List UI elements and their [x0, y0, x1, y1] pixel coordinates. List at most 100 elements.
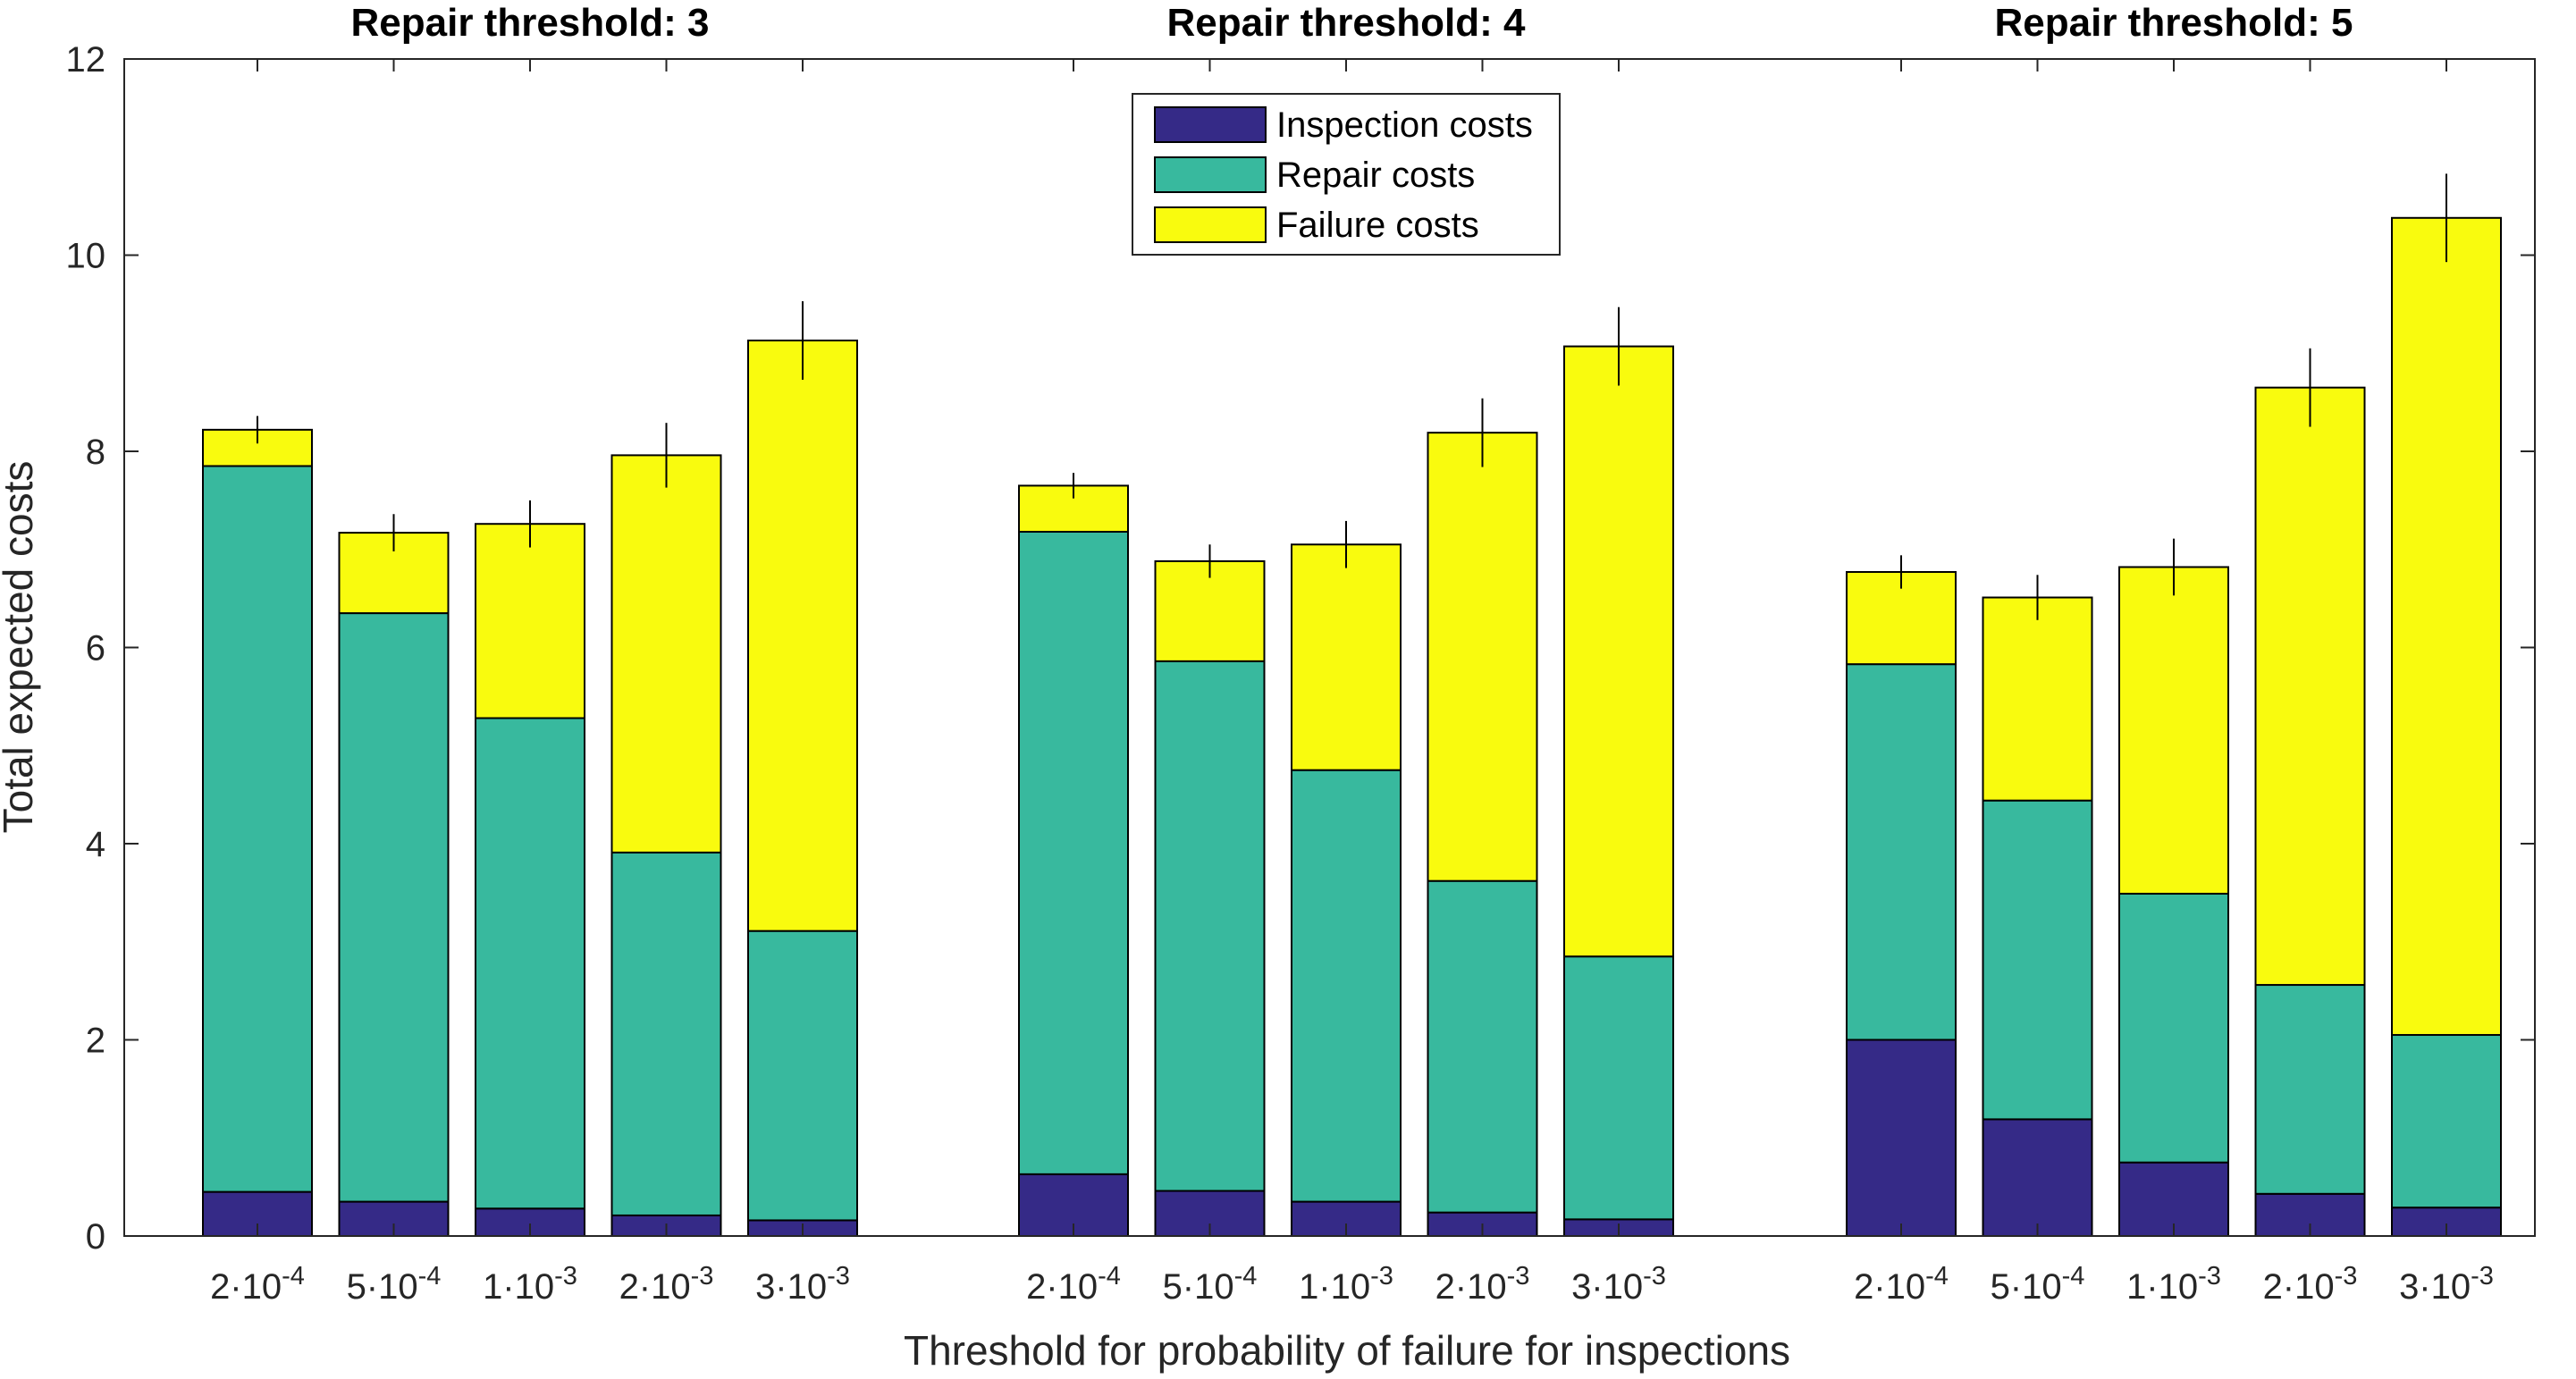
x-tick-label-base: 3·10: [1571, 1267, 1643, 1307]
x-tick-label-base: 1·10: [2126, 1267, 2198, 1307]
x-tick-label-base: 5·10: [1991, 1267, 2062, 1307]
bar-segment-repair: [1018, 530, 1129, 1175]
bars-layer: [202, 216, 2502, 1238]
bar-segment-repair: [1846, 663, 1957, 1041]
x-tick-label: 5·10-4: [1991, 1262, 2085, 1307]
y-tick-label: 12: [66, 40, 106, 80]
y-tick-label: 0: [86, 1217, 105, 1257]
bar-segment-repair: [610, 851, 722, 1216]
x-tick-label: 5·10-4: [347, 1262, 442, 1307]
legend-swatch: [1154, 156, 1267, 193]
group-title: Repair threshold: 5: [1995, 1, 2353, 45]
y-tick-label: 6: [86, 629, 105, 668]
bar-segment-failure: [475, 523, 585, 719]
x-tick-label: 2·10-3: [2263, 1262, 2358, 1307]
y-tick-label: 2: [86, 1022, 105, 1061]
x-tick-label-base: 2·10: [1435, 1267, 1507, 1307]
bar-segment-inspection: [1982, 1118, 2093, 1237]
x-tick-label-exponent: -4: [1098, 1262, 1121, 1291]
x-tick-label-base: 2·10: [619, 1267, 691, 1307]
x-tick-label-exponent: -3: [2471, 1262, 2494, 1291]
bar-segment-repair: [1563, 955, 1674, 1221]
bar-segment-inspection: [1846, 1038, 1957, 1237]
y-tick-label: 8: [86, 433, 105, 472]
legend-label: Failure costs: [1276, 206, 1479, 245]
bar-segment-failure: [338, 532, 450, 615]
x-tick-label-base: 3·10: [755, 1267, 827, 1307]
x-tick-label-base: 1·10: [1299, 1267, 1370, 1307]
x-tick-label-exponent: -3: [2198, 1262, 2221, 1291]
legend-swatch: [1154, 106, 1267, 143]
bar-segment-repair: [2118, 892, 2229, 1164]
y-tick-label: 10: [66, 237, 106, 276]
bar-segment-failure: [747, 339, 858, 932]
bar-segment-repair: [1982, 799, 2093, 1121]
x-tick-label-base: 5·10: [347, 1267, 418, 1307]
x-tick-label-exponent: -3: [1507, 1262, 1530, 1291]
x-tick-label: 2·10-3: [1435, 1262, 1530, 1307]
x-tick-label: 2·10-3: [619, 1262, 714, 1307]
bar-segment-failure: [1291, 543, 1402, 771]
y-tick-label: 4: [86, 825, 105, 864]
y-axis: 0 2 4 6 8 10 12: [66, 40, 2535, 1257]
legend-swatch: [1154, 206, 1267, 243]
x-tick-label-exponent: -4: [418, 1262, 442, 1291]
bar-segment-failure: [2118, 566, 2229, 895]
x-tick-label: 1·10-3: [1299, 1262, 1393, 1307]
bar-segment-repair: [2254, 984, 2366, 1195]
x-tick-label: 2·10-4: [1026, 1262, 1121, 1307]
bar-segment-failure: [2254, 386, 2366, 987]
x-tick-label-base: 5·10: [1163, 1267, 1234, 1307]
bar-segment-repair: [1154, 660, 1266, 1192]
x-tick-label-base: 2·10: [1026, 1267, 1098, 1307]
bar-segment-failure: [610, 454, 722, 853]
bar-segment-repair: [1427, 879, 1538, 1214]
legend-label: Inspection costs: [1276, 105, 1533, 145]
x-tick-label: 3·10-3: [2399, 1262, 2494, 1307]
group-titles: Repair threshold: 3 Repair threshold: 4 Re…: [351, 1, 2353, 45]
bar-segment-repair: [338, 612, 450, 1203]
x-tick-label-base: 3·10: [2399, 1267, 2471, 1307]
bar-segment-repair: [1291, 769, 1402, 1203]
bar-segment-repair: [475, 717, 585, 1210]
bar-segment-repair: [747, 929, 858, 1222]
x-tick-label-exponent: -4: [1925, 1262, 1949, 1291]
x-tick-label: 2·10-4: [1854, 1262, 1949, 1307]
legend: Inspection costs Repair costs Failure cost…: [1132, 93, 1561, 256]
error-bars-layer: [257, 173, 2447, 620]
x-axis-title: Threshold for probability of failure for…: [904, 1327, 1790, 1374]
legend-label: Repair costs: [1276, 156, 1475, 195]
bar-segment-repair: [2391, 1034, 2502, 1209]
x-tick-label-exponent: -3: [1370, 1262, 1393, 1291]
x-tick-label-exponent: -3: [827, 1262, 850, 1291]
x-tick-label-exponent: -3: [1643, 1262, 1666, 1291]
x-tick-label-base: 2·10: [1854, 1267, 1925, 1307]
bar-segment-failure: [2391, 216, 2502, 1037]
bar-segment-failure: [1982, 596, 2093, 802]
x-tick-label-base: 2·10: [2263, 1267, 2335, 1307]
x-tick-label: 5·10-4: [1163, 1262, 1258, 1307]
bar-segment-failure: [1563, 345, 1674, 958]
x-tick-label-base: 2·10: [210, 1267, 282, 1307]
x-tick-label-base: 1·10: [483, 1267, 554, 1307]
plot-frame: [123, 58, 2536, 1237]
bar-segment-failure: [1427, 432, 1538, 882]
x-tick-label: 3·10-3: [1571, 1262, 1666, 1307]
group-title: Repair threshold: 3: [351, 1, 710, 45]
x-tick-label-exponent: -4: [1234, 1262, 1258, 1291]
x-tick-label-exponent: -3: [554, 1262, 577, 1291]
x-axis: 2·10-4 5·10-4 1·10-3 2·10-3 3·10-3 2·10-4 5·10…: [210, 59, 2494, 1307]
bar-segment-repair: [202, 465, 313, 1193]
x-tick-label: 3·10-3: [755, 1262, 850, 1307]
x-tick-label-exponent: -3: [2335, 1262, 2358, 1291]
bar-segment-inspection: [2391, 1207, 2502, 1237]
x-tick-label: 1·10-3: [483, 1262, 577, 1307]
x-tick-label-exponent: -4: [2062, 1262, 2085, 1291]
y-axis-title: Total expected costs: [0, 461, 41, 834]
group-title: Repair threshold: 4: [1167, 1, 1526, 45]
x-tick-label: 2·10-4: [210, 1262, 305, 1307]
x-tick-label: 1·10-3: [2126, 1262, 2221, 1307]
x-tick-label-exponent: -4: [282, 1262, 305, 1291]
bar-segment-failure: [1846, 570, 1957, 666]
